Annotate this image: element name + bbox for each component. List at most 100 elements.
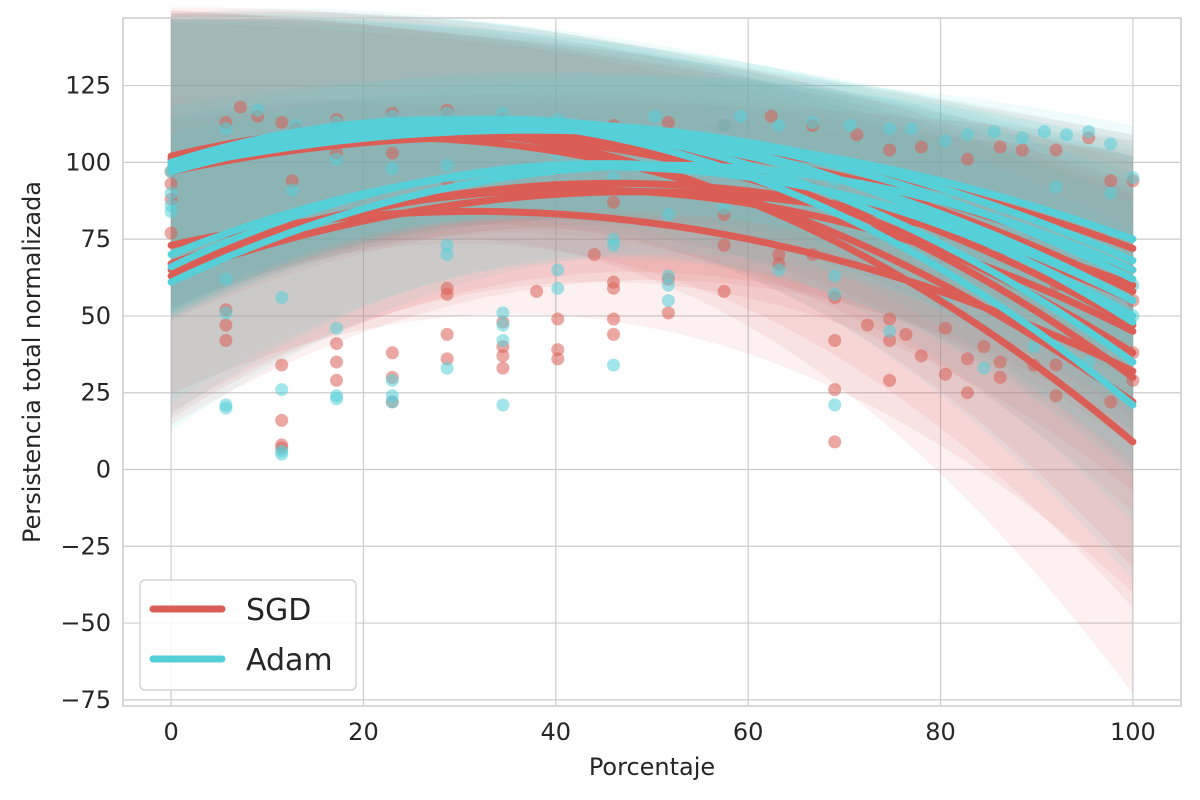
y-axis-label: Persistencia total normalizada [18, 181, 46, 543]
data-point-adam [1037, 125, 1051, 139]
data-point-sgd [330, 337, 344, 351]
data-point-sgd [828, 435, 842, 449]
x-tick-label: 0 [163, 718, 178, 746]
data-point-sgd [275, 358, 289, 372]
y-tick-labels: −75 −50 −25 0 25 50 75 100 125 [60, 72, 111, 714]
y-tick-label: 125 [65, 72, 111, 100]
data-point-adam [883, 324, 897, 338]
data-point-sgd [551, 343, 565, 357]
x-tick-label: 20 [348, 718, 379, 746]
data-point-adam [330, 152, 344, 166]
data-point-adam [1104, 186, 1118, 200]
data-point-sgd [717, 238, 731, 252]
data-point-sgd [1049, 143, 1063, 157]
data-point-adam [938, 134, 952, 148]
data-point-adam [219, 306, 233, 320]
data-point-adam [496, 334, 510, 347]
data-point-adam [285, 183, 299, 197]
data-point-adam [1104, 137, 1118, 151]
data-point-adam [977, 361, 991, 375]
data-point-sgd [828, 334, 842, 347]
data-point-sgd [440, 287, 454, 301]
data-point-adam [440, 238, 454, 252]
data-point-adam [275, 447, 289, 461]
y-tick-label: 0 [96, 456, 111, 484]
data-point-sgd [1015, 143, 1029, 157]
data-point-sgd [1049, 389, 1063, 403]
data-point-adam [385, 373, 399, 387]
y-tick-label: 75 [80, 225, 111, 253]
data-point-adam [828, 287, 842, 301]
x-tick-label: 100 [1110, 718, 1156, 746]
data-point-sgd [883, 373, 897, 387]
data-point-adam [496, 398, 510, 412]
data-point-sgd [661, 115, 675, 129]
confidence-band [171, 10, 1133, 608]
data-point-adam [275, 383, 289, 397]
data-point-adam [551, 281, 565, 295]
data-point-sgd [330, 373, 344, 387]
data-point-sgd [440, 327, 454, 341]
y-tick-label: −25 [60, 532, 111, 560]
y-tick-label: 100 [65, 148, 111, 176]
data-point-sgd [530, 284, 544, 298]
data-point-sgd [607, 327, 621, 341]
data-point-sgd [764, 109, 778, 123]
data-point-adam [275, 291, 289, 304]
data-point-sgd [607, 281, 621, 295]
data-point-sgd [275, 115, 289, 129]
data-point-adam [251, 103, 265, 117]
data-point-adam [1027, 340, 1041, 354]
data-point-sgd [219, 318, 233, 332]
data-point-adam [607, 358, 621, 372]
data-point-sgd [914, 349, 928, 363]
data-point-sgd [938, 367, 952, 381]
confidence-band [171, 13, 1133, 421]
data-point-sgd [551, 312, 565, 326]
data-point-adam [661, 294, 675, 308]
data-point-sgd [883, 143, 897, 157]
data-point-sgd [828, 383, 842, 397]
data-point-adam [717, 201, 731, 215]
data-point-sgd [860, 318, 874, 332]
data-point-sgd [607, 195, 621, 209]
data-point-adam [828, 269, 842, 283]
confidence-band [171, 20, 1133, 402]
data-point-sgd [285, 174, 299, 188]
x-tick-labels: 0 20 40 60 80 100 [163, 718, 1155, 746]
data-point-sgd [960, 352, 974, 366]
legend-label-adam: Adam [246, 643, 333, 678]
fit-line-adam [167, 126, 1137, 243]
scatter-points [164, 100, 1140, 461]
data-point-sgd [233, 100, 247, 114]
data-point-adam [219, 122, 233, 136]
data-point-sgd [496, 361, 510, 375]
data-point-adam [883, 122, 897, 136]
data-point-sgd [587, 248, 601, 261]
data-point-sgd [164, 226, 178, 240]
data-point-adam [905, 122, 919, 136]
data-point-adam [496, 306, 510, 320]
confidence-band [171, 22, 1133, 384]
data-point-sgd [960, 386, 974, 400]
data-point-adam [385, 395, 399, 409]
legend: SGD Adam [139, 579, 357, 691]
data-point-adam [219, 401, 233, 415]
data-point-adam [164, 205, 178, 218]
data-point-sgd [496, 349, 510, 363]
data-point-adam [551, 263, 565, 277]
data-point-adam [440, 248, 454, 261]
data-point-adam [661, 278, 675, 292]
y-tick-label: −50 [60, 609, 111, 637]
data-point-adam [1049, 180, 1063, 194]
data-point-adam [772, 119, 786, 132]
data-point-sgd [772, 248, 786, 261]
data-point-adam [806, 115, 820, 129]
data-point-adam [440, 158, 454, 172]
data-point-sgd [275, 413, 289, 427]
data-point-sgd [385, 346, 399, 360]
data-point-sgd [440, 352, 454, 366]
data-point-sgd [883, 334, 897, 347]
data-point-sgd [607, 312, 621, 326]
